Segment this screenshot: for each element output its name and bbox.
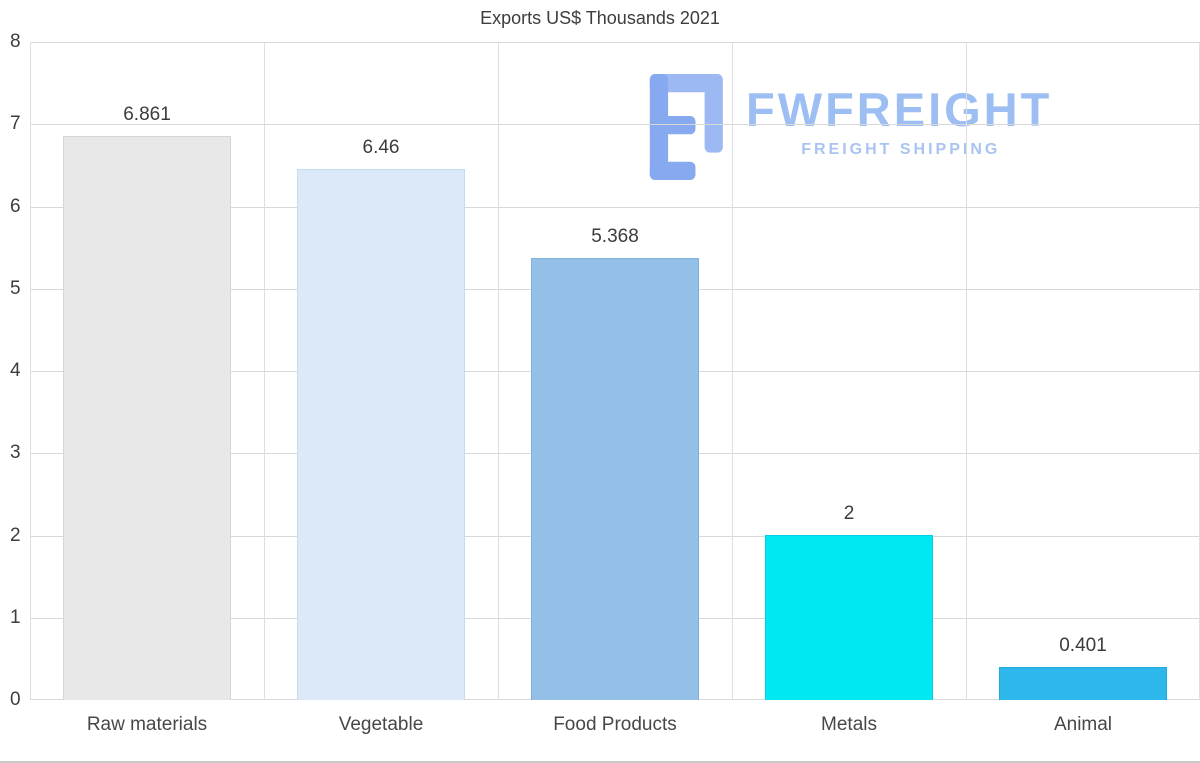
- y-tick-label-6: 6: [10, 195, 21, 217]
- watermark-brand: FWFREIGHT: [746, 83, 1053, 136]
- fwfreight-logo-icon: [649, 74, 723, 180]
- bar-value-label-animal: 0.401: [1059, 635, 1107, 656]
- hgridline-6: [30, 206, 1200, 208]
- bar-animal[interactable]: [999, 667, 1167, 700]
- vgridline-4: [966, 42, 967, 700]
- bar-value-label-food-products: 5.368: [591, 226, 639, 247]
- bar-food-products[interactable]: [531, 258, 699, 700]
- bar-metals[interactable]: [765, 535, 933, 700]
- y-tick-label-4: 4: [10, 360, 21, 381]
- y-tick-label-5: 5: [10, 277, 21, 299]
- x-tick-label-food-products: Food Products: [553, 714, 677, 735]
- bar-value-label-vegetable: 6.46: [362, 137, 400, 158]
- chart-title: Exports US$ Thousands 2021: [480, 8, 720, 28]
- x-tick-label-vegetable: Vegetable: [338, 714, 424, 735]
- bar-raw-materials[interactable]: [63, 136, 231, 700]
- watermark-text: FWFREIGHT FREIGHT SHIPPING: [746, 68, 1052, 159]
- bar-vegetable[interactable]: [297, 169, 465, 700]
- y-tick-label-0: 0: [10, 689, 21, 710]
- bar-value-label-raw-materials: 6.861: [123, 104, 171, 125]
- y-tick-label-3: 3: [10, 442, 21, 464]
- vgridline-1: [264, 42, 265, 700]
- watermark: FWFREIGHT FREIGHT SHIPPING: [648, 68, 1052, 186]
- vgridline-0: [30, 42, 31, 700]
- y-tick-label-7: 7: [10, 113, 21, 135]
- bar-value-label-metals: 2: [843, 503, 855, 524]
- hgridline-8: [30, 42, 1200, 43]
- vgridline-3: [732, 42, 733, 700]
- vgridline-2: [498, 42, 499, 700]
- watermark-tagline: FREIGHT SHIPPING: [801, 141, 1001, 158]
- hgridline-7: [30, 124, 1200, 126]
- y-tick-label-8: 8: [10, 31, 21, 52]
- plot-area: FWFREIGHT FREIGHT SHIPPING 6.861 6.46 5.36…: [30, 42, 1200, 700]
- y-tick-label-2: 2: [10, 524, 21, 546]
- x-tick-label-raw-materials: Raw materials: [86, 714, 208, 735]
- x-tick-label-animal: Animal: [1053, 714, 1113, 735]
- x-tick-label-metals: Metals: [821, 714, 877, 735]
- y-tick-label-1: 1: [10, 606, 21, 628]
